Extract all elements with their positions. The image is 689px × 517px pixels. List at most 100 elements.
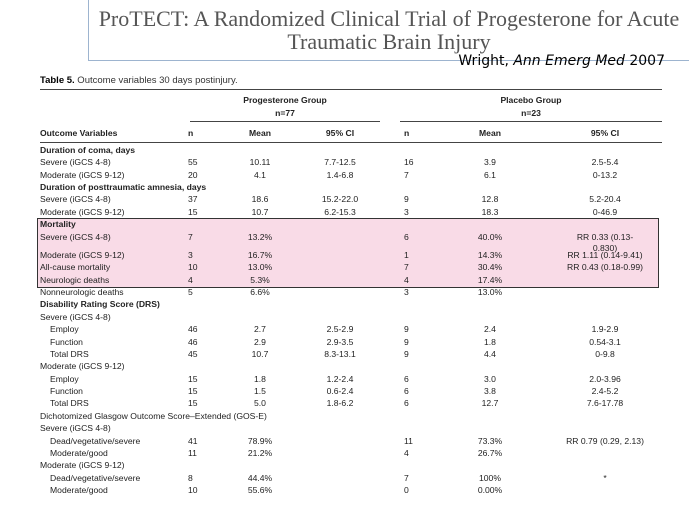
cell-pn: 8 [188, 472, 193, 483]
cell-pm: 2.7 [254, 324, 266, 335]
cell-qci: 0-46.9 [592, 206, 618, 217]
slide-title-line1: ProTECT: A Randomized Clinical Trial of … [98, 6, 680, 31]
cell-qn: 0 [404, 484, 409, 495]
cell-qn: 16 [404, 157, 414, 168]
cell-pm: 2.9 [254, 336, 266, 347]
cell-pn: 10 [188, 262, 198, 273]
section-heading: Duration of posttraumatic amnesia, days [40, 182, 207, 193]
row-label: Severe (iGCS 4-8) [40, 231, 111, 242]
row-label: Dead/vegetative/severe [50, 435, 141, 446]
row-label: Moderate (iGCS 9-12) [40, 206, 125, 217]
cell-qm: 30.4% [477, 262, 503, 273]
table-top-rule [40, 89, 662, 90]
section-heading: Disability Rating Score (DRS) [40, 299, 160, 310]
row-label: Employ [50, 324, 79, 335]
cell-qci: 1.9-2.9 [591, 324, 619, 335]
cell-qm: 3.0 [484, 373, 496, 384]
cell-pn: 37 [188, 194, 198, 205]
cell-pci: 15.2-22.0 [321, 194, 359, 205]
row-label: Severe (iGCS 4-8) [40, 157, 111, 168]
cell-qm: 2.4 [484, 324, 496, 335]
row-label: Moderate (iGCS 9-12) [40, 249, 125, 260]
cell-qn: 7 [404, 472, 409, 483]
cell-qm: 17.4% [477, 274, 503, 285]
cell-qm: 14.3% [477, 249, 503, 260]
cell-qci: RR 0.33 (0.13- [576, 231, 634, 242]
cell-qci: 0-9.8 [595, 348, 615, 359]
cell-pm: 55.6% [247, 484, 273, 495]
cell-qm: 4.4 [484, 348, 496, 359]
cell-qn: 6 [404, 231, 409, 242]
cell-pn: 15 [188, 206, 198, 217]
row-label: Dead/vegetative/severe [50, 472, 141, 483]
cell-qn: 4 [404, 274, 409, 285]
row-label: Function [50, 336, 83, 347]
cell-pn: 46 [188, 324, 198, 335]
cell-pn: 15 [188, 373, 198, 384]
cell-pm: 5.3% [250, 274, 270, 285]
cell-qm: 100% [479, 472, 501, 483]
cell-qm: 6.1 [484, 169, 496, 180]
mortality-highlight-box [37, 218, 659, 288]
cell-qci: 2.5-5.4 [591, 157, 619, 168]
cell-pn: 3 [188, 249, 193, 260]
row-label: Moderate/good [50, 484, 108, 495]
cell-qci: 7.6-17.78 [586, 398, 624, 409]
cell-qn: 6 [404, 386, 409, 397]
cell-qci: RR 0.79 (0.29, 2.13) [566, 435, 644, 446]
cell-qn: 6 [404, 373, 409, 384]
cell-pn: 41 [188, 435, 198, 446]
row-label: Moderate (iGCS 9-12) [40, 361, 125, 372]
cell-qci: * [603, 472, 607, 483]
cell-pm: 5.0 [254, 398, 266, 409]
cell-qn: 7 [404, 169, 409, 180]
cell-qm: 12.7 [481, 398, 499, 409]
cell-qn: 11 [404, 435, 413, 446]
cell-pn: 7 [188, 231, 193, 242]
row-label: Moderate/good [50, 447, 108, 458]
cell-qci: 2.4-5.2 [591, 386, 619, 397]
caption-label: Table 5. [40, 75, 75, 86]
cell-qn: 7 [404, 262, 409, 273]
citation: Wright, Ann Emerg Med 2007 [458, 53, 665, 69]
cell-qm: 0.00% [477, 484, 503, 495]
cell-qm: 40.0% [477, 231, 503, 242]
title-frame: ProTECT: A Randomized Clinical Trial of … [88, 0, 689, 61]
cell-qci: RR 1.11 (0.14-9.41) [567, 249, 643, 260]
row-label: Total DRS [50, 348, 89, 359]
cell-pci: 1.4-6.8 [326, 169, 354, 180]
cell-qm: 18.3 [481, 206, 499, 217]
cell-qm: 1.8 [484, 336, 496, 347]
cell-qci: 2.0-3.96 [589, 373, 621, 384]
cell-pm: 78.9% [247, 435, 273, 446]
section-heading: Duration of coma, days [40, 145, 136, 155]
cell-pm: 10.7 [251, 348, 269, 359]
cell-qn: 1 [404, 249, 409, 260]
cell-pci: 1.2-2.4 [326, 373, 354, 384]
col-header-outcome: Outcome Variables [40, 128, 118, 138]
row-label: Moderate (iGCS 9-12) [40, 460, 125, 471]
cell-qm: 26.7% [477, 447, 503, 458]
row-label: Nonneurologic deaths [40, 287, 124, 298]
col-header-plac-n: n [404, 128, 410, 138]
cell-pm: 16.7% [247, 249, 273, 260]
cell-qm: 3.9 [484, 157, 496, 168]
cell-pci: 7.7-12.5 [324, 157, 356, 168]
slide-title-line2: Traumatic Brain Injury [287, 29, 491, 54]
col-header-plac-ci: 95% CI [590, 128, 620, 138]
cell-pn: 15 [188, 386, 198, 397]
row-label: Moderate (iGCS 9-12) [40, 169, 125, 180]
header-bottom-rule [40, 142, 662, 143]
cell-qn: 4 [404, 447, 409, 458]
col-header-prog-n: n [188, 128, 194, 138]
row-label: Total DRS [50, 398, 89, 409]
cell-pm: 44.4% [247, 472, 273, 483]
citation-author: Wright, [458, 53, 514, 69]
cell-qn: 9 [404, 348, 409, 359]
cell-pn: 4 [188, 274, 193, 285]
placebo-n: n=23 [521, 108, 541, 118]
progesterone-n: n=77 [275, 108, 295, 118]
cell-pci: 2.5-2.9 [326, 324, 354, 335]
citation-journal: Ann Emerg Med [513, 53, 625, 69]
cell-pn: 5 [188, 287, 193, 298]
